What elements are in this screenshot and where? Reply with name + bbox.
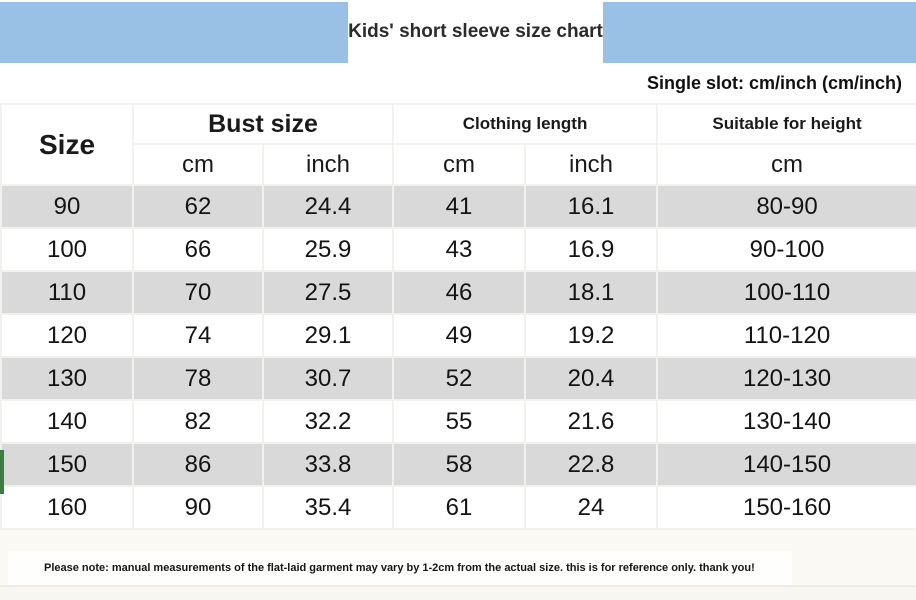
size-table-body: 90 62 24.4 41 16.1 80-90 100 66 25.9 43 16.9 90-100… bbox=[0, 184, 916, 530]
value-cell: 140-150 bbox=[656, 442, 916, 487]
value-cell: 78 bbox=[132, 356, 264, 401]
value-cell: 22.8 bbox=[524, 442, 659, 487]
value-cell: 21.6 bbox=[524, 399, 659, 444]
col-header-clothing-length: Clothing length bbox=[392, 103, 659, 145]
size-cell: 140 bbox=[0, 399, 134, 444]
value-cell: 20.4 bbox=[524, 356, 659, 401]
size-table-header: Size Bust size Clothing length Suitable … bbox=[0, 103, 916, 186]
value-cell: 30.7 bbox=[261, 356, 395, 401]
unit-note-row: Single slot: cm/inch (cm/inch) bbox=[0, 63, 916, 103]
table-row: 100 66 25.9 43 16.9 90-100 bbox=[0, 227, 916, 272]
value-cell: 33.8 bbox=[261, 442, 395, 487]
subheader-length-cm: cm bbox=[392, 143, 527, 186]
size-cell: 160 bbox=[0, 485, 134, 530]
col-header-suitable-height: Suitable for height bbox=[656, 103, 916, 145]
title-box: Kids' short sleeve size chart bbox=[348, 0, 603, 63]
size-cell: 150 bbox=[0, 442, 134, 487]
value-cell: 35.4 bbox=[261, 485, 395, 530]
size-cell: 100 bbox=[0, 227, 134, 272]
value-cell: 74 bbox=[132, 313, 264, 358]
col-header-size: Size bbox=[0, 103, 134, 186]
size-cell: 120 bbox=[0, 313, 134, 358]
value-cell: 43 bbox=[392, 227, 527, 272]
subheader-bust-cm: cm bbox=[132, 143, 264, 186]
size-cell: 130 bbox=[0, 356, 134, 401]
table-row: 110 70 27.5 46 18.1 100-110 bbox=[0, 270, 916, 315]
value-cell: 80-90 bbox=[656, 184, 916, 229]
subheader-length-inch: inch bbox=[524, 143, 659, 186]
header-unit-row: cm inch cm inch cm bbox=[1, 143, 916, 186]
value-cell: 90 bbox=[132, 485, 264, 530]
value-cell: 86 bbox=[132, 442, 264, 487]
value-cell: 24 bbox=[524, 485, 659, 530]
value-cell: 29.1 bbox=[261, 313, 395, 358]
subheader-height-cm: cm bbox=[656, 143, 916, 186]
value-cell: 32.2 bbox=[261, 399, 395, 444]
bottom-band bbox=[0, 585, 916, 600]
unit-note-text: Single slot: cm/inch (cm/inch) bbox=[646, 72, 902, 93]
disclaimer-note: Please note: manual measurements of the … bbox=[44, 562, 755, 574]
value-cell: 62 bbox=[132, 184, 264, 229]
value-cell: 110-120 bbox=[656, 313, 916, 358]
value-cell: 130-140 bbox=[656, 399, 916, 444]
table-row: 90 62 24.4 41 16.1 80-90 bbox=[0, 184, 916, 229]
table-row: 130 78 30.7 52 20.4 120-130 bbox=[0, 356, 916, 401]
col-header-bust: Bust size bbox=[131, 103, 395, 145]
value-cell: 90-100 bbox=[656, 227, 916, 272]
page-title: Kids' short sleeve size chart bbox=[348, 20, 603, 42]
footer-area: Please note: manual measurements of the … bbox=[0, 537, 916, 600]
value-cell: 27.5 bbox=[261, 270, 395, 315]
value-cell: 52 bbox=[392, 356, 527, 401]
value-cell: 100-110 bbox=[656, 270, 916, 315]
size-cell: 110 bbox=[0, 270, 134, 315]
table-row: 120 74 29.1 49 19.2 110-120 bbox=[0, 313, 916, 358]
value-cell: 120-130 bbox=[656, 356, 916, 401]
green-edge-artifact bbox=[0, 450, 4, 494]
value-cell: 46 bbox=[392, 270, 527, 315]
note-bar: Please note: manual measurements of the … bbox=[8, 551, 792, 585]
value-cell: 70 bbox=[132, 270, 264, 315]
value-cell: 150-160 bbox=[656, 485, 916, 530]
value-cell: 16.1 bbox=[524, 184, 659, 229]
table-row: 150 86 33.8 58 22.8 140-150 bbox=[0, 442, 916, 487]
size-table: Size Bust size Clothing length Suitable … bbox=[0, 103, 916, 530]
value-cell: 58 bbox=[392, 442, 527, 487]
value-cell: 41 bbox=[392, 184, 527, 229]
value-cell: 25.9 bbox=[261, 227, 395, 272]
value-cell: 24.4 bbox=[261, 184, 395, 229]
value-cell: 16.9 bbox=[524, 227, 659, 272]
value-cell: 66 bbox=[132, 227, 264, 272]
size-cell: 90 bbox=[0, 184, 134, 229]
table-row: 160 90 35.4 61 24 150-160 bbox=[0, 485, 916, 530]
value-cell: 18.1 bbox=[524, 270, 659, 315]
value-cell: 49 bbox=[392, 313, 527, 358]
value-cell: 19.2 bbox=[524, 313, 659, 358]
value-cell: 82 bbox=[132, 399, 264, 444]
header-banner: Kids' short sleeve size chart bbox=[0, 0, 916, 63]
table-row: 140 82 32.2 55 21.6 130-140 bbox=[0, 399, 916, 444]
value-cell: 55 bbox=[392, 399, 527, 444]
subheader-bust-inch: inch bbox=[261, 143, 395, 186]
value-cell: 61 bbox=[392, 485, 527, 530]
header-group-row: Size Bust size Clothing length Suitable … bbox=[0, 103, 916, 186]
